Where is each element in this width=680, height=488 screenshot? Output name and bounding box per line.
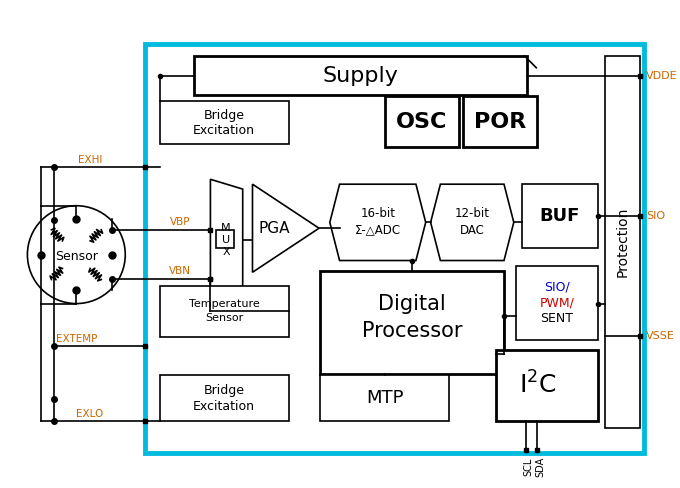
Text: POR: POR [474, 112, 526, 132]
Bar [216, 230, 234, 248]
Bar [515, 266, 598, 340]
Text: Sensor: Sensor [55, 250, 98, 263]
Text: SDA: SDA [535, 457, 545, 477]
Bar [194, 56, 526, 95]
Polygon shape [330, 184, 426, 261]
Text: SCL: SCL [524, 457, 534, 476]
Text: Protection: Protection [615, 207, 630, 277]
Text: SIO/: SIO/ [544, 281, 570, 293]
Text: BUF: BUF [540, 206, 580, 224]
Text: OSC: OSC [396, 112, 447, 132]
Bar [522, 184, 598, 248]
Text: Σ-△ADC: Σ-△ADC [355, 224, 401, 237]
Bar [160, 101, 289, 144]
Text: SENT: SENT [541, 312, 573, 325]
Text: Sensor: Sensor [205, 313, 243, 323]
Text: PWM/: PWM/ [539, 296, 575, 309]
Text: VSSE: VSSE [646, 331, 675, 341]
Bar [605, 56, 640, 428]
Bar [160, 375, 289, 421]
Text: SIO: SIO [646, 210, 665, 221]
Text: EXTEMP: EXTEMP [56, 334, 98, 344]
Text: DAC: DAC [460, 224, 485, 237]
Text: PGA: PGA [258, 221, 290, 236]
Text: I$^2$C: I$^2$C [519, 371, 556, 398]
Circle shape [27, 206, 125, 304]
Text: Supply: Supply [322, 65, 398, 85]
Bar [320, 375, 449, 421]
Bar [496, 349, 598, 421]
Text: Processor: Processor [362, 321, 462, 341]
Text: VDDE: VDDE [646, 71, 677, 81]
Text: Digital: Digital [378, 294, 446, 314]
Bar [385, 96, 459, 147]
Text: MTP: MTP [366, 388, 403, 407]
Text: VBP: VBP [170, 217, 191, 227]
Text: EXHI: EXHI [78, 155, 103, 165]
Polygon shape [252, 184, 319, 272]
Text: EXLO: EXLO [75, 409, 103, 419]
Polygon shape [430, 184, 514, 261]
Text: U: U [222, 235, 230, 245]
Bar [320, 271, 504, 374]
Polygon shape [210, 179, 243, 301]
Bar [145, 44, 644, 453]
Text: Bridge: Bridge [203, 384, 245, 397]
Bar [463, 96, 537, 147]
Text: M: M [221, 223, 231, 233]
Text: 12-bit: 12-bit [455, 207, 490, 220]
Text: Temperature: Temperature [189, 299, 260, 308]
Text: Bridge: Bridge [203, 109, 245, 122]
Bar [160, 286, 289, 337]
Text: 16-bit: 16-bit [360, 207, 395, 220]
Text: Excitation: Excitation [193, 400, 255, 413]
Text: Excitation: Excitation [193, 124, 255, 137]
Text: VBN: VBN [169, 266, 191, 276]
Text: X: X [222, 247, 230, 257]
